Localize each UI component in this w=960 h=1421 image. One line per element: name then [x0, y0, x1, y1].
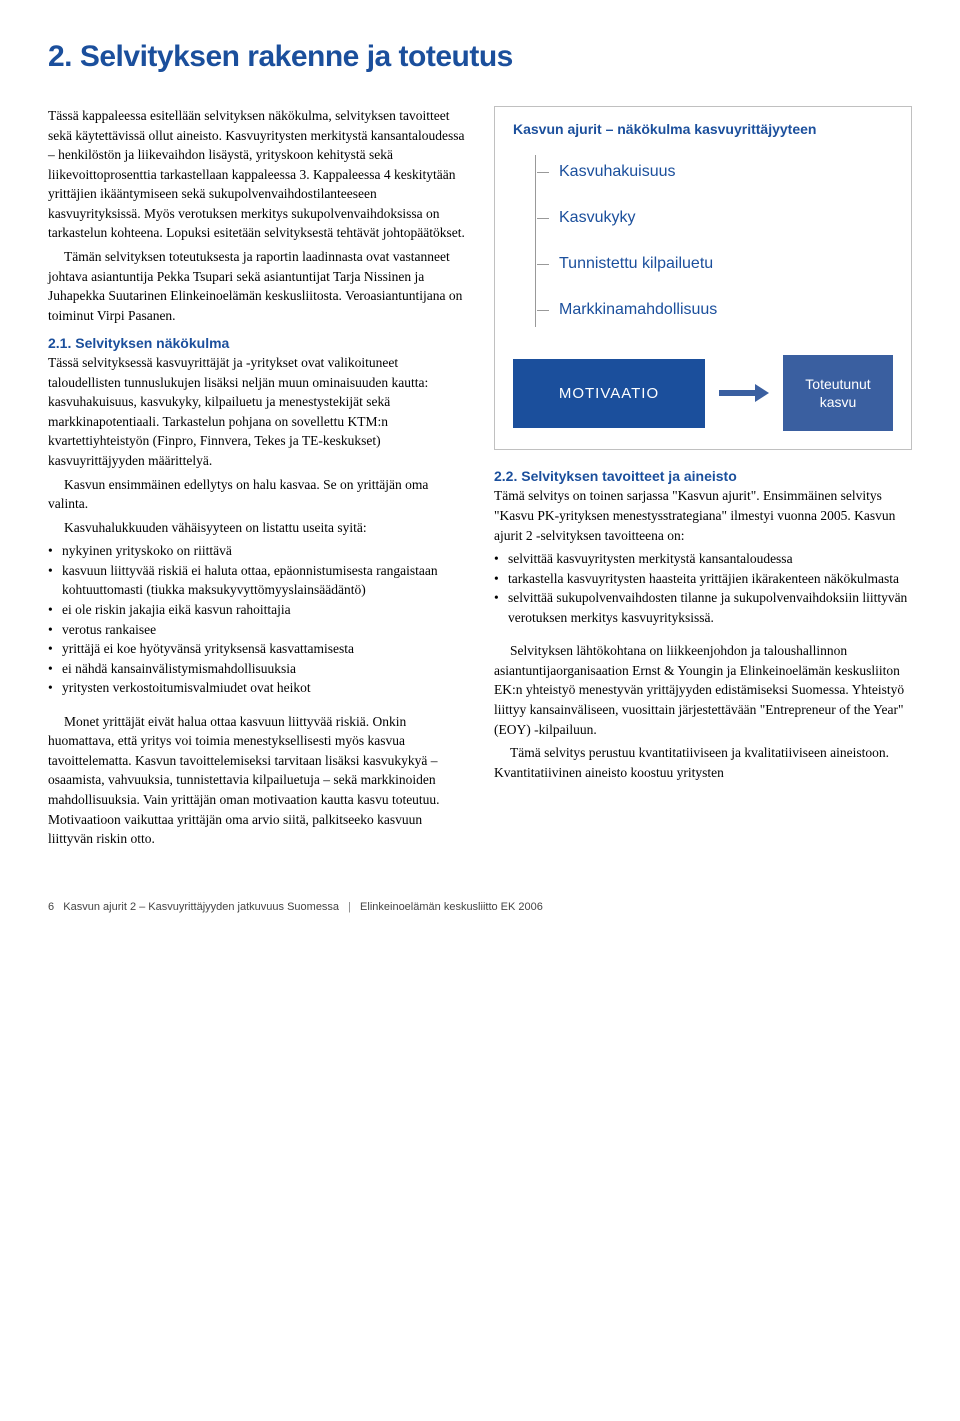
subheading-2-1: 2.1. Selvityksen näkökulma [48, 335, 466, 351]
reasons-list: nykyinen yrityskoko on riittäväkasvuun l… [48, 541, 466, 698]
page-number: 6 [48, 901, 54, 913]
section22-p1: Tämä selvitys on toinen sarjassa "Kasvun… [494, 486, 912, 545]
footer-separator: | [348, 901, 351, 913]
list-item: kasvuun liittyvää riskiä ei haluta ottaa… [48, 561, 466, 600]
factor-box: Kasvukyky [548, 201, 893, 235]
list-item: selvittää kasvuyritysten merkitystä kans… [494, 549, 912, 569]
factor-label: Kasvuhakuisuus [559, 163, 676, 180]
left-column: Tässä kappaleessa esitellään selvityksen… [48, 106, 466, 853]
footer-title: Kasvun ajurit 2 – Kasvuyrittäjyyden jatk… [63, 901, 339, 913]
factor-label: Kasvukyky [559, 209, 635, 226]
list-item: verotus rankaisee [48, 620, 466, 640]
list-item: yrittäjä ei koe hyötyvänsä yrityksensä k… [48, 639, 466, 659]
factor-label: Markkinamahdollisuus [559, 301, 717, 318]
diagram-bottom-row: MOTIVAATIO Toteutunut kasvu [513, 355, 893, 431]
factor-box: Kasvuhakuisuus [548, 155, 893, 189]
list-item: ei ole riskin jakajia eikä kasvun rahoit… [48, 600, 466, 620]
list-item: nykyinen yrityskoko on riittävä [48, 541, 466, 561]
arrow-icon [719, 384, 769, 402]
subheading-2-2: 2.2. Selvityksen tavoitteet ja aineisto [494, 468, 912, 484]
two-column-layout: Tässä kappaleessa esitellään selvityksen… [48, 106, 912, 853]
footer-org: Elinkeinoelämän keskusliitto EK 2006 [360, 901, 543, 913]
list-item: selvittää sukupolvenvaihdosten tilanne j… [494, 588, 912, 627]
section21-p2: Kasvun ensimmäinen edellytys on halu kas… [48, 475, 466, 514]
motivation-box: MOTIVAATIO [513, 359, 705, 428]
section21-p1: Tässä selvityksessä kasvuyrittäjät ja -y… [48, 353, 466, 470]
section22-p2: Selvityksen lähtökohtana on liikkeenjohd… [494, 641, 912, 739]
list-item: yritysten verkostoitumisvalmiudet ovat h… [48, 678, 466, 698]
result-box: Toteutunut kasvu [783, 355, 893, 431]
page-title: 2. Selvityksen rakenne ja toteutus [48, 40, 912, 74]
intro-p1: Tässä kappaleessa esitellään selvityksen… [48, 106, 466, 243]
growth-drivers-diagram: Kasvun ajurit – näkökulma kasvuyrittäjyy… [494, 106, 912, 450]
intro-p2: Tämän selvityksen toteutuksesta ja rapor… [48, 247, 466, 325]
section22-p3: Tämä selvitys perustuu kvantitatiiviseen… [494, 743, 912, 782]
diagram-title: Kasvun ajurit – näkökulma kasvuyrittäjyy… [513, 121, 893, 137]
page-footer: 6 Kasvun ajurit 2 – Kasvuyrittäjyyden ja… [48, 901, 912, 913]
factor-box: Markkinamahdollisuus [548, 293, 893, 327]
factor-list: Kasvuhakuisuus Kasvukyky Tunnistettu kilpa… [535, 155, 893, 327]
goals-list: selvittää kasvuyritysten merkitystä kans… [494, 549, 912, 627]
list-item: ei nähdä kansainvälistymismahdollisuuksi… [48, 659, 466, 679]
list-item: tarkastella kasvuyritysten haasteita yri… [494, 569, 912, 589]
factor-box: Tunnistettu kilpailuetu [548, 247, 893, 281]
section21-p3: Kasvuhalukkuuden vähäisyyteen on listatt… [48, 518, 466, 538]
section21-p4: Monet yrittäjät eivät halua ottaa kasvuu… [48, 712, 466, 849]
factor-label: Tunnistettu kilpailuetu [559, 255, 713, 272]
right-column: Kasvun ajurit – näkökulma kasvuyrittäjyy… [494, 106, 912, 853]
